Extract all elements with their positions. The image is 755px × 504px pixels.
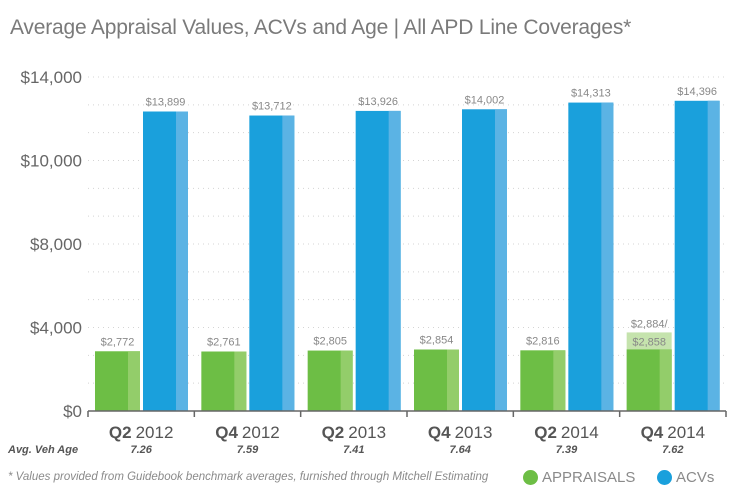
x-tick-label: Q4 2014 [641,423,706,442]
legend-label: ACVs [676,469,715,486]
data-label: $2,805 [313,336,347,348]
y-tick-label: $10,000 [21,152,82,171]
data-label: $14,313 [571,88,611,100]
bar-highlight [659,349,672,411]
x-tick-label: Q2 2013 [322,423,387,442]
age-value: 7.62 [662,444,683,456]
x-tick-label: Q4 2012 [215,423,280,442]
quarter: Q4 [215,423,238,442]
data-label: $2,858 [632,336,666,348]
bar-highlight [495,109,507,412]
data-label: $14,002 [465,94,505,106]
y-tick-label: $8,000 [30,235,82,254]
legend-item-appraisals: APPRAISALS [523,469,635,486]
legend-swatch-appraisals [523,470,538,485]
row-label: Avg. Veh Age [7,444,78,456]
year: 2014 [667,423,705,442]
data-label: $13,899 [146,96,186,108]
x-tick-label: Q2 2014 [534,423,599,442]
bar-highlight [388,110,401,411]
data-label: $2,761 [207,337,241,349]
age-value: 7.41 [343,444,364,456]
bar-highlight [553,350,566,411]
quarter: Q2 [322,423,345,442]
x-tick-label: Q4 2013 [428,423,493,442]
bar-highlight [234,351,247,411]
year: 2012 [242,423,280,442]
data-label: $13,926 [358,96,398,108]
legend-label: APPRAISALS [542,469,636,486]
bar-highlight [447,349,459,411]
bar-highlight [128,351,140,411]
data-label: $2,816 [526,335,560,347]
footnote: * Values provided from Guidebook benchma… [8,471,489,483]
quarter: Q4 [428,423,451,442]
age-value: 7.64 [449,444,470,456]
data-label: $14,396 [677,86,717,98]
quarter: Q2 [109,423,132,442]
y-tick-label: $14,000 [21,68,82,87]
y-tick-label: $4,000 [30,319,82,338]
data-label: $13,712 [252,101,292,113]
bar-highlight [282,115,295,412]
year: 2012 [136,423,174,442]
age-value: 7.39 [556,444,578,456]
quarter: Q4 [641,423,664,442]
legend-item-acvs: ACVs [657,469,714,486]
bar-highlight [601,102,614,411]
quarter: Q2 [534,423,557,442]
year: 2013 [455,423,493,442]
data-label: $2,772 [101,336,135,348]
bar-highlight [707,100,720,411]
data-label-extra: $2,884/ [631,318,669,330]
age-value: 7.26 [130,444,152,456]
age-value: 7.59 [237,444,259,456]
data-label: $2,854 [420,335,454,347]
year: 2014 [561,423,599,442]
y-tick-label: $0 [63,402,82,421]
bar-highlight [176,111,188,412]
bar-highlight [340,350,353,411]
x-tick-label: Q2 2012 [109,423,174,442]
legend-swatch-acvs [657,470,672,485]
chart-title: Average Appraisal Values, ACVs and Age |… [10,16,632,39]
year: 2013 [348,423,386,442]
